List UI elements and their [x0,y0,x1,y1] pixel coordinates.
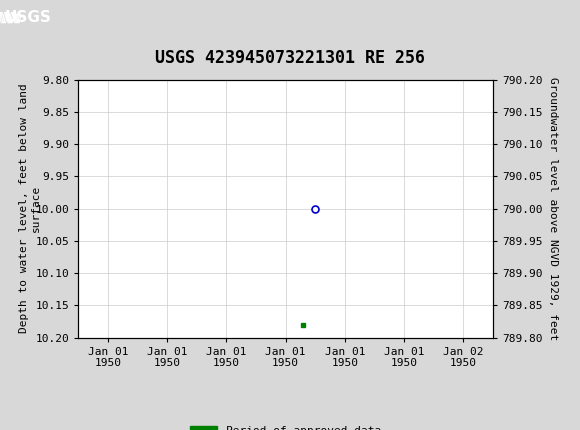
Y-axis label: Depth to water level, feet below land
surface: Depth to water level, feet below land su… [19,84,41,333]
Text: USGS 423945073221301 RE 256: USGS 423945073221301 RE 256 [155,49,425,67]
Y-axis label: Groundwater level above NGVD 1929, feet: Groundwater level above NGVD 1929, feet [548,77,558,340]
Text: USGS: USGS [5,10,52,25]
Legend: Period of approved data: Period of approved data [185,421,386,430]
